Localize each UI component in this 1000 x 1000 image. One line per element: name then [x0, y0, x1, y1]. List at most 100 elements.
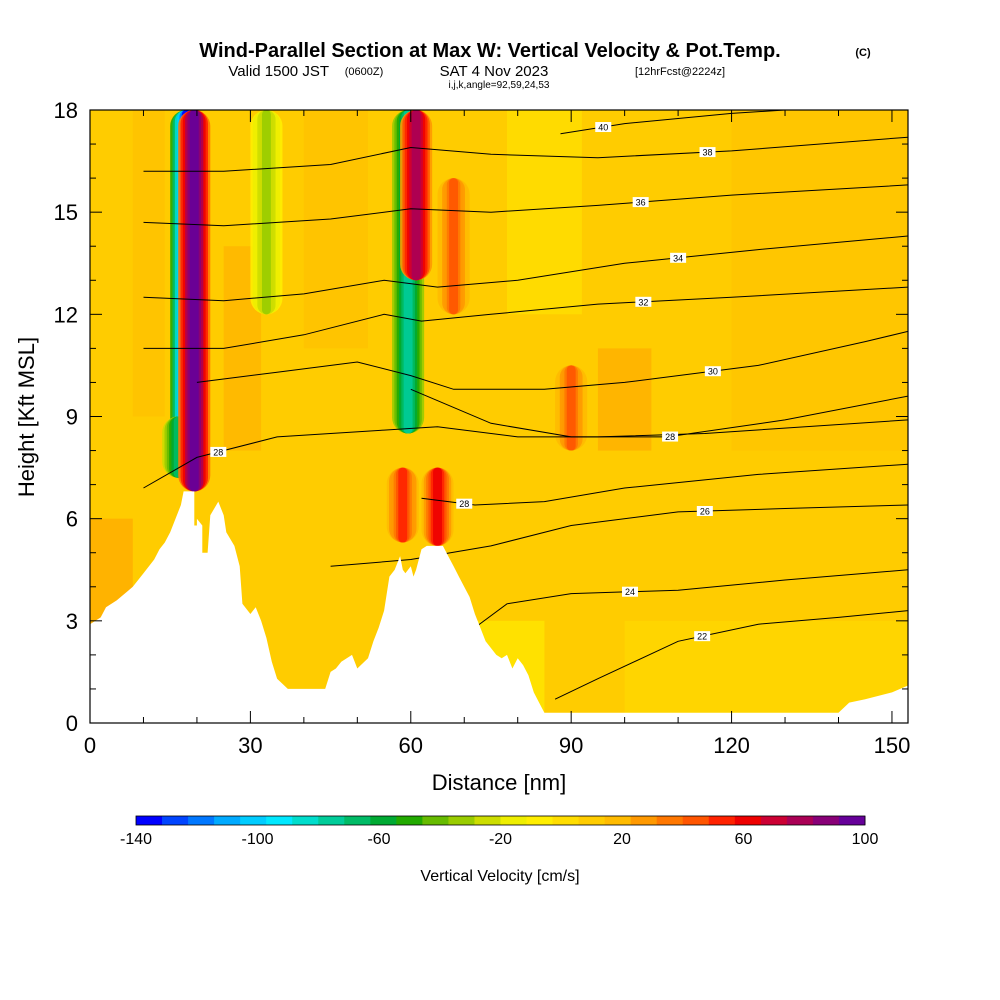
theta-contours: 22 24 26 28 28 28 30 32 34 36 38 40 [143, 110, 908, 700]
x-tick-label: 60 [399, 733, 423, 758]
colorbar-swatch [812, 816, 840, 825]
colorbar-tick-label: -100 [241, 831, 273, 848]
colorbar-swatch [318, 816, 345, 825]
contour-label: 26 [700, 507, 710, 517]
colorbar-swatch [656, 816, 684, 825]
svg-text:SAT 4 Nov 2023: SAT 4 Nov 2023 [440, 63, 549, 80]
chart-title-suffix: (C) [855, 47, 871, 59]
chart-params: i,j,k,angle=92,59,24,53 [449, 80, 550, 91]
downdraft-band [261, 110, 271, 315]
theta-contour [143, 184, 908, 227]
svg-text:[12hrFcst@2224z]: [12hrFcst@2224z] [635, 66, 725, 78]
y-tick-label: 12 [54, 302, 78, 327]
contour-label-bg [704, 366, 721, 377]
contour-label-bg [662, 431, 679, 442]
colorbar-swatch [370, 816, 397, 825]
contour-label-bg [694, 631, 711, 642]
colorbar-swatch [344, 816, 371, 825]
contour-label: 22 [697, 632, 707, 642]
y-tick-label: 9 [66, 405, 78, 430]
updraft-band [411, 110, 421, 281]
updraft-band [449, 178, 459, 315]
contour-label-bg [632, 197, 649, 208]
contour-label-bg [456, 498, 473, 509]
colorbar-swatch [422, 816, 449, 825]
updraft-band [566, 365, 576, 451]
colorbar-swatch [526, 816, 554, 825]
theta-contour [196, 330, 908, 390]
colorbar-swatch [734, 816, 762, 825]
field-patch [597, 348, 652, 451]
contour-label-bg [595, 122, 612, 133]
contour-label: 36 [636, 198, 646, 208]
field-patch [303, 110, 369, 349]
x-axis-label: Distance [nm] [432, 770, 567, 795]
x-tick-label: 150 [874, 733, 911, 758]
y-tick-label: 15 [54, 200, 78, 225]
colorbar-swatch [448, 816, 475, 825]
x-tick-label: 0 [84, 733, 96, 758]
colorbar-tick-label: 100 [852, 831, 879, 848]
contour-label: 38 [703, 148, 713, 158]
contour-label: 28 [213, 447, 223, 457]
colorbar-swatch [136, 816, 163, 825]
contour-label: 32 [638, 297, 648, 307]
updraft-band [398, 467, 408, 543]
chart-title: Wind-Parallel Section at Max W: Vertical… [199, 40, 780, 62]
svg-text:Valid 1500 JST: Valid 1500 JST [228, 63, 329, 80]
colorbar-swatch [240, 816, 267, 825]
colorbar-swatch [838, 816, 866, 825]
y-tick-label: 3 [66, 609, 78, 634]
colorbar-swatch [396, 816, 423, 825]
chart-subtitle: Valid 1500 JST (0600Z) SAT 4 Nov 2023 [1… [228, 63, 725, 80]
svg-text:(0600Z): (0600Z) [345, 66, 384, 78]
x-tick-label: 120 [713, 733, 750, 758]
theta-contour [330, 504, 908, 567]
field-patch [731, 110, 908, 451]
colorbar-swatch [188, 816, 215, 825]
theta-contour [560, 110, 786, 135]
theta-contour [554, 610, 908, 700]
background-patches [90, 110, 908, 723]
contour-label-bg [670, 252, 687, 263]
colorbar-frame [135, 815, 866, 826]
y-tick-label: 18 [54, 98, 78, 123]
contour-label: 40 [598, 123, 608, 133]
colorbar-swatch [578, 816, 606, 825]
colorbar-swatch [604, 816, 632, 825]
colorbar-swatch [760, 816, 788, 825]
colorbar-swatch [162, 816, 189, 825]
theta-contour [143, 286, 908, 349]
colorbar-swatch [708, 816, 736, 825]
plot-area: 22 24 26 28 28 28 30 32 34 36 38 40 [90, 110, 908, 723]
colorbar-swatch [474, 816, 501, 825]
contour-label-bg [699, 147, 716, 158]
contour-label-bg [621, 586, 638, 597]
field-patch [507, 110, 582, 315]
updraft-band [433, 467, 442, 546]
theta-contour [143, 235, 908, 302]
contour-label: 28 [459, 499, 469, 509]
axes: 0 30 60 90 120 150 0 36 9 12 15 18 [54, 98, 911, 758]
colorbar-tick-label: -20 [489, 831, 512, 848]
x-tick-label: 30 [238, 733, 262, 758]
theta-contour [410, 388, 908, 438]
y-axis-label: Height [Kft MSL] [14, 337, 39, 497]
colorbar-tick-label: 20 [613, 831, 631, 848]
colorbar: -140 -100 -60 -20 20 60 100 [120, 815, 879, 848]
contour-label: 24 [625, 587, 635, 597]
colorbar-swatch [500, 816, 528, 825]
colorbar-tick-label: -140 [120, 831, 152, 848]
terrain-mask [90, 491, 908, 723]
updraft-band [189, 110, 199, 492]
y-tick-label: 0 [66, 711, 78, 736]
velocity-bands [162, 110, 588, 546]
contour-label: 30 [708, 367, 718, 377]
field-patch [132, 110, 165, 417]
contour-label: 28 [665, 432, 675, 442]
colorbar-tick-label: 60 [735, 831, 753, 848]
colorbar-swatch [630, 816, 658, 825]
x-tick-label: 90 [559, 733, 583, 758]
contour-label-bg [210, 446, 227, 457]
